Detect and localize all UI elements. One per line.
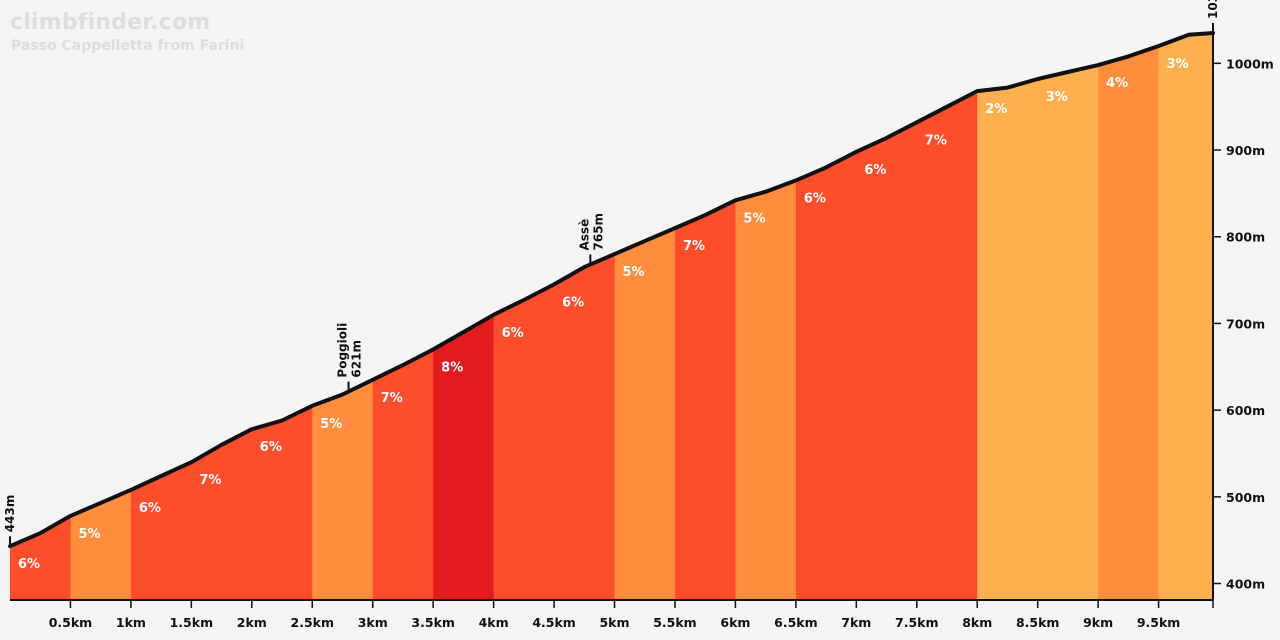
gradient-segment-17 (977, 33, 1039, 600)
x-tick-label-13: 6.5km (774, 615, 817, 630)
x-tick-label-4: 2km (237, 615, 267, 630)
axes: 0.5km 1km 1.5km 2km 2.5km 3km 3.5km 4km 4.5km 5km… (10, 30, 1274, 630)
gradient-segment-19 (1098, 33, 1160, 600)
gradient-label-16: 7% (925, 133, 947, 148)
gradient-segment-4 (191, 33, 253, 600)
x-tick-label-6: 3km (358, 615, 388, 630)
gradient-label-11: 5% (623, 265, 645, 280)
x-tick-label-1: 0.5km (49, 615, 92, 630)
gradient-label-3: 6% (139, 501, 161, 516)
gradient-segment-16 (916, 33, 978, 600)
x-tick-label-12: 6km (720, 615, 750, 630)
y-tick-label-3: 600m (1226, 403, 1265, 418)
y-tick-label-2: 500m (1226, 490, 1265, 505)
chart-subtitle: Passo Cappelletta from Farini (11, 38, 245, 54)
x-tick-label-17: 8.5km (1016, 615, 1059, 630)
gradient-label-19: 4% (1106, 76, 1128, 91)
annotation-elevation-3: 765m (591, 213, 605, 251)
profile-line (8, 31, 1215, 549)
gradient-label-7: 7% (381, 391, 403, 406)
x-tick-label-14: 7km (841, 615, 871, 630)
y-tick-label-4: 700m (1226, 316, 1265, 331)
annotation-2: Poggioli 621m (336, 323, 364, 378)
gradient-label-9: 6% (502, 326, 524, 341)
x-tick-label-10: 5km (599, 615, 629, 630)
x-tick-label-18: 9km (1083, 615, 1113, 630)
x-tick-label-2: 1km (116, 615, 146, 630)
annotation-4: 1035m (1206, 0, 1220, 19)
x-tick-label-16: 8km (962, 615, 992, 630)
x-tick-label-11: 5.5km (653, 615, 696, 630)
gradient-segment-12 (674, 33, 736, 600)
gradient-label-10: 6% (562, 295, 584, 310)
x-tick-label-3: 1.5km (170, 615, 213, 630)
y-tick-label-6: 900m (1226, 143, 1265, 158)
gradient-segment-13 (735, 33, 797, 600)
profile-line-layer (8, 31, 1215, 549)
gradient-label-5: 6% (260, 440, 282, 455)
brand-logo-text: climbfinder.com (10, 10, 211, 35)
x-tick-label-7: 3.5km (411, 615, 454, 630)
gradient-label-17: 2% (985, 102, 1007, 117)
gradient-label-13: 5% (743, 211, 765, 226)
annotation-3: Assè 765m (577, 213, 605, 251)
gradient-segment-7 (372, 33, 434, 600)
gradient-segment-14 (795, 33, 857, 600)
y-tick-label-1: 400m (1226, 577, 1265, 592)
gradient-label-4: 7% (199, 473, 221, 488)
gradient-label-18: 3% (1046, 90, 1068, 105)
annotation-elevation-2: 621m (350, 340, 364, 378)
annotation-1: 443m (3, 495, 17, 533)
gradient-segment-20 (1158, 33, 1213, 600)
x-tick-label-9: 4.5km (532, 615, 575, 630)
gradient-label-15: 6% (864, 163, 886, 178)
gradient-labels: 6% 5% 6% 7% 6% 5% 7% 8% 6% 6% 5% 7% 5% 6% 6% 7% 2% 3% 4% 3% (18, 57, 1189, 572)
gradient-label-14: 6% (804, 191, 826, 206)
gradient-segment-1 (10, 33, 71, 600)
gradient-label-12: 7% (683, 239, 705, 254)
gradient-segments (10, 33, 1213, 600)
gradient-label-20: 3% (1167, 57, 1189, 72)
gradient-label-1: 6% (18, 557, 40, 572)
gradient-label-8: 8% (441, 360, 463, 375)
gradient-segment-5 (251, 33, 313, 600)
annotation-elevation-1: 443m (3, 495, 17, 533)
y-tick-label-5: 800m (1226, 230, 1265, 245)
x-tick-label-5: 2.5km (291, 615, 334, 630)
annotation-name-3: Assè (577, 219, 591, 251)
annotation-elevation-4: 1035m (1206, 0, 1220, 19)
gradient-segment-11 (614, 33, 676, 600)
gradient-label-2: 5% (78, 527, 100, 542)
x-tick-label-15: 7.5km (895, 615, 938, 630)
x-tick-label-19: 9.5km (1137, 615, 1180, 630)
gradient-segment-18 (1037, 33, 1099, 600)
y-tick-label-7: 1000m (1226, 56, 1274, 71)
gradient-segment-8 (433, 33, 495, 600)
gradient-segment-15 (856, 33, 918, 600)
annotation-name-2: Poggioli (336, 323, 350, 378)
gradient-segment-6 (312, 33, 374, 600)
x-tick-label-8: 4km (479, 615, 509, 630)
gradient-label-6: 5% (320, 417, 342, 432)
